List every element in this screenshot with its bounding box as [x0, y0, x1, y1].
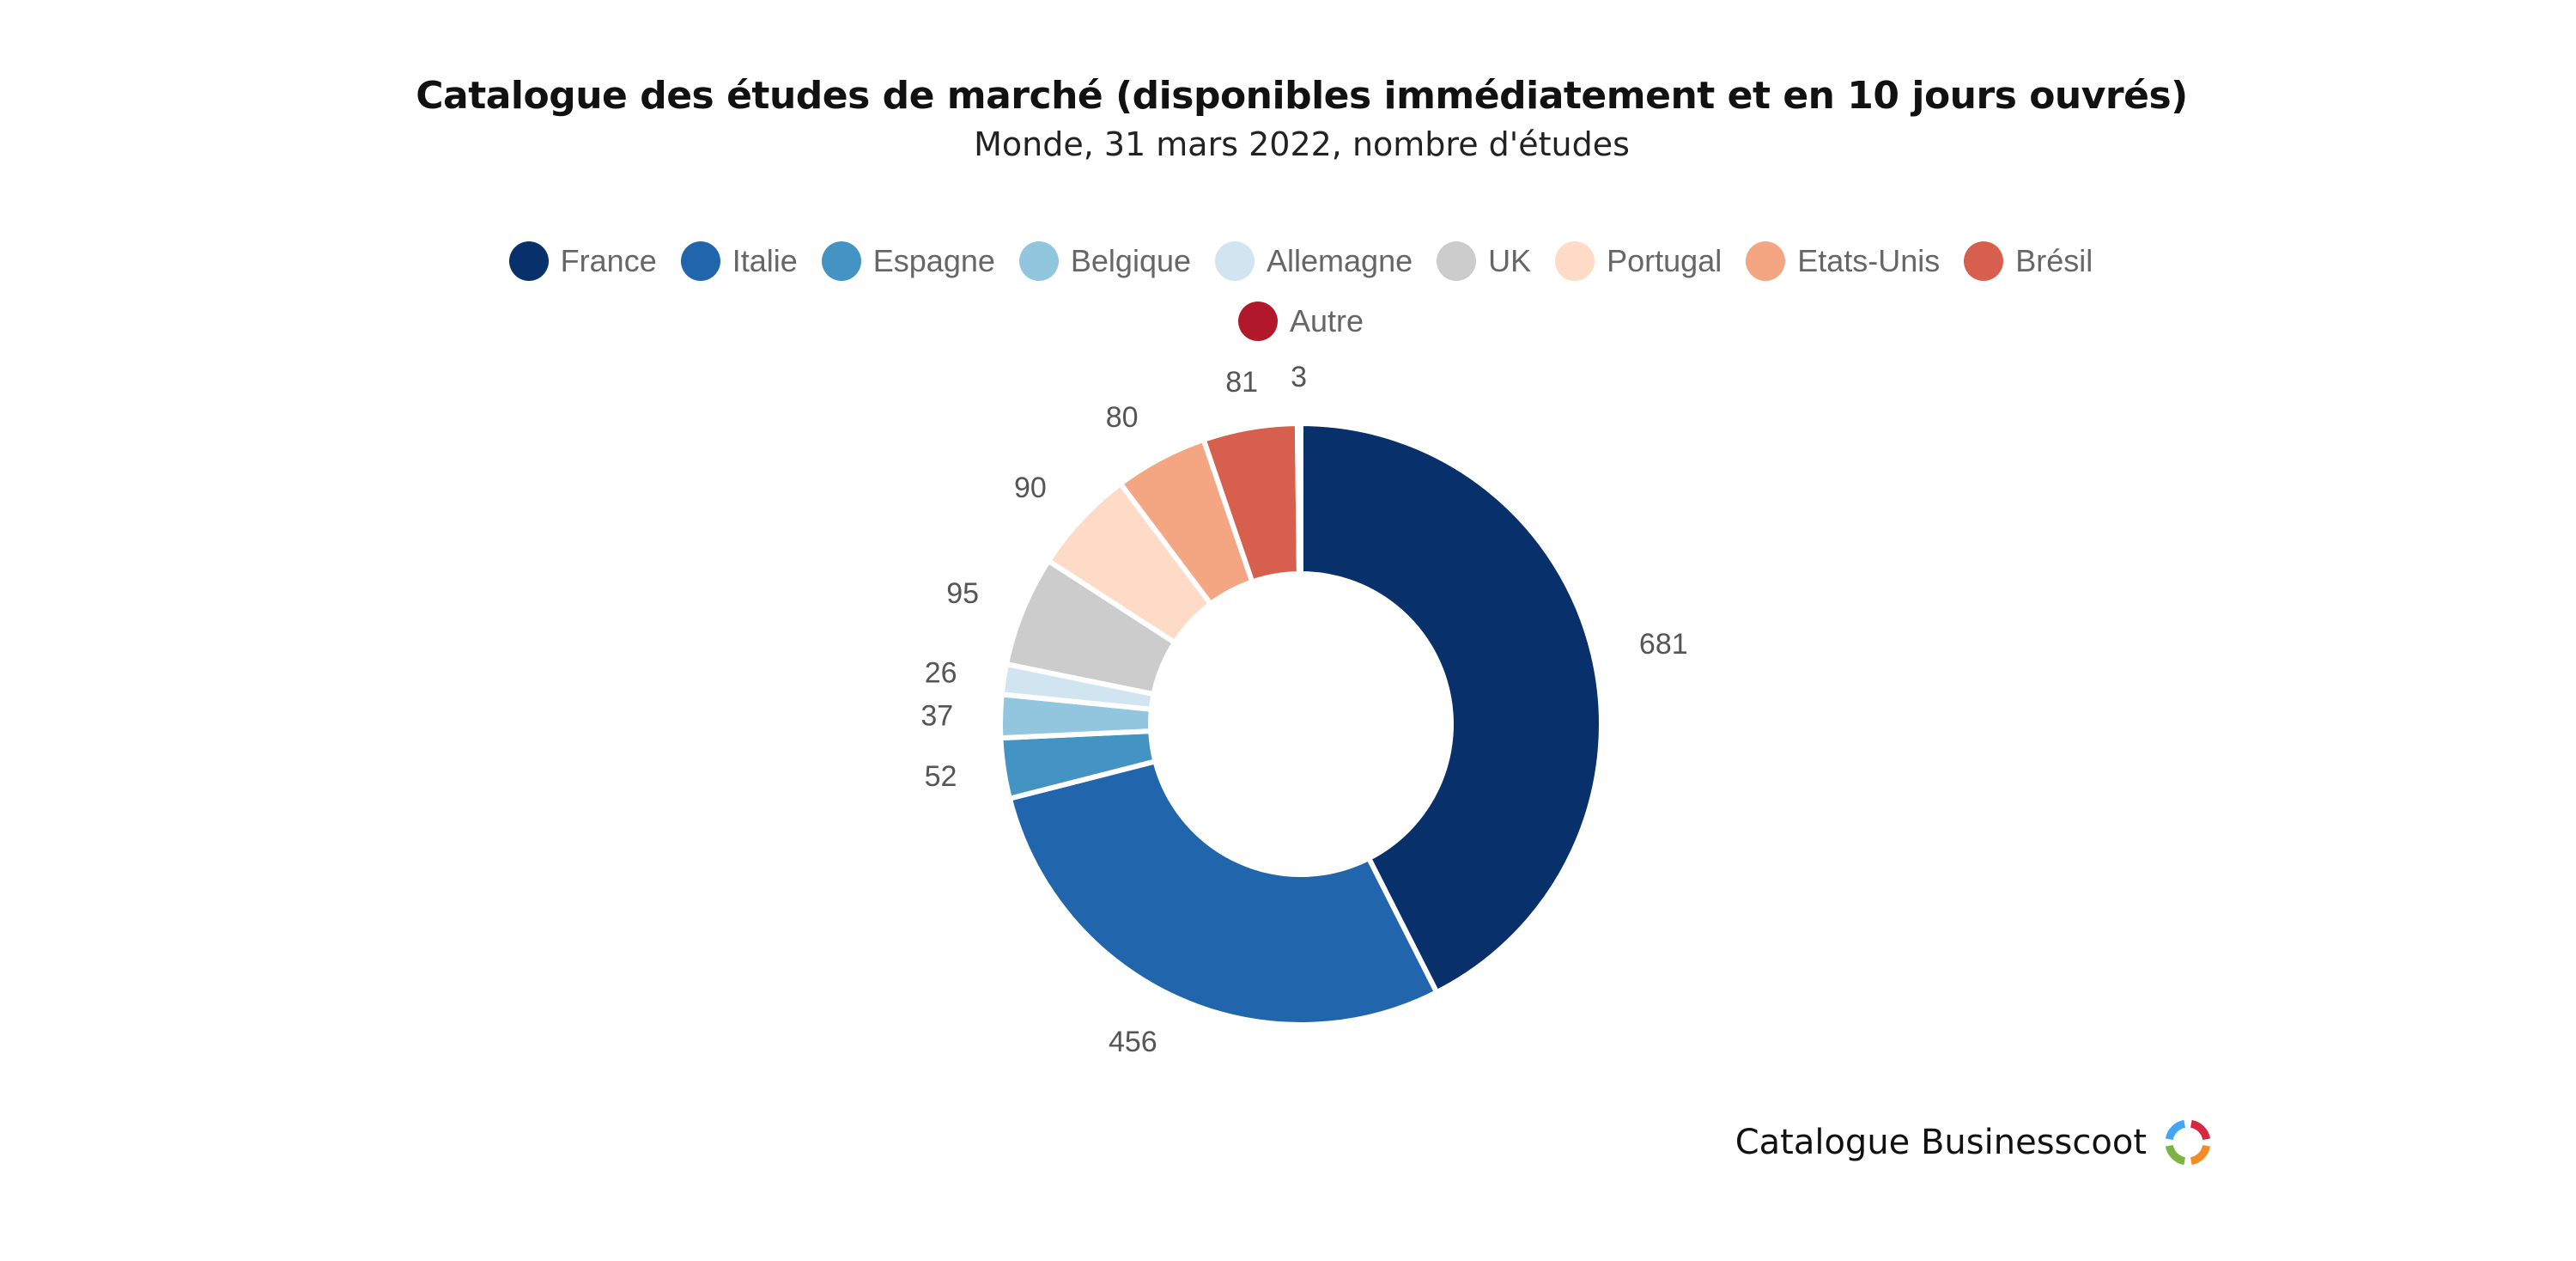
legend-swatch	[1437, 241, 1477, 281]
footer-text: Catalogue Businesscoot	[1735, 1123, 2147, 1162]
legend-swatch	[680, 241, 720, 281]
data-label: 81	[1225, 366, 1258, 399]
donut-slice	[1298, 420, 1604, 996]
footer-brand: Catalogue Businesscoot	[1735, 1115, 2215, 1170]
logo-arc	[2190, 1119, 2211, 1141]
legend-label: Brésil	[2015, 243, 2093, 278]
data-label: 80	[1106, 401, 1139, 434]
data-label: 456	[1109, 1026, 1157, 1058]
legend-swatch	[1964, 241, 2004, 281]
donut-slice	[1294, 420, 1303, 577]
data-label: 681	[1639, 628, 1688, 661]
legend-label: Etats-Unis	[1797, 243, 1941, 278]
legend-label: UK	[1488, 243, 1532, 278]
legend-label: Italie	[732, 243, 798, 278]
legend-item: Espagne	[821, 241, 995, 282]
logo-arc	[2190, 1144, 2211, 1166]
legend-swatch	[821, 241, 861, 281]
legend-label: Autre	[1289, 303, 1364, 338]
legend-label: Espagne	[872, 243, 995, 278]
legend-swatch	[1555, 241, 1595, 281]
logo-arc	[2165, 1119, 2186, 1141]
legend-swatch	[1018, 241, 1059, 281]
businesscoot-logo-icon	[2165, 1119, 2211, 1166]
legend-item: Portugal	[1555, 241, 1722, 282]
legend-label: France	[560, 243, 657, 278]
data-label: 52	[925, 760, 957, 793]
legend-item: France	[508, 241, 657, 282]
logo-arc	[2165, 1144, 2186, 1166]
data-label: 95	[946, 577, 979, 610]
legend-swatch	[1746, 241, 1786, 281]
legend-label: Allemagne	[1267, 243, 1413, 278]
legend-label: Portugal	[1607, 243, 1722, 278]
data-label: 37	[920, 699, 953, 732]
legend-item: Etats-Unis	[1746, 241, 1940, 282]
legend-item: Brésil	[1964, 241, 2093, 282]
legend-item: UK	[1437, 241, 1531, 282]
data-label: 90	[1014, 472, 1047, 504]
chart-title: Catalogue des études de marché (disponib…	[416, 74, 2188, 118]
legend-swatch	[1237, 302, 1278, 341]
chart-legend: France Italie Espagne Belgique Allemagne UK Po…	[464, 241, 2138, 342]
legend-item: Allemagne	[1215, 241, 1413, 282]
legend-item: Belgique	[1018, 241, 1192, 282]
legend-swatch	[508, 241, 549, 281]
data-label: 3	[1291, 361, 1307, 393]
legend-label: Belgique	[1070, 243, 1192, 278]
legend-item: Italie	[680, 241, 798, 282]
chart-subtitle: Monde, 31 mars 2022, nombre d'études	[974, 125, 1630, 163]
legend-item: Autre	[1237, 301, 1364, 342]
legend-swatch	[1215, 241, 1255, 281]
data-label: 26	[925, 656, 957, 689]
donut-slice	[1006, 758, 1441, 1027]
